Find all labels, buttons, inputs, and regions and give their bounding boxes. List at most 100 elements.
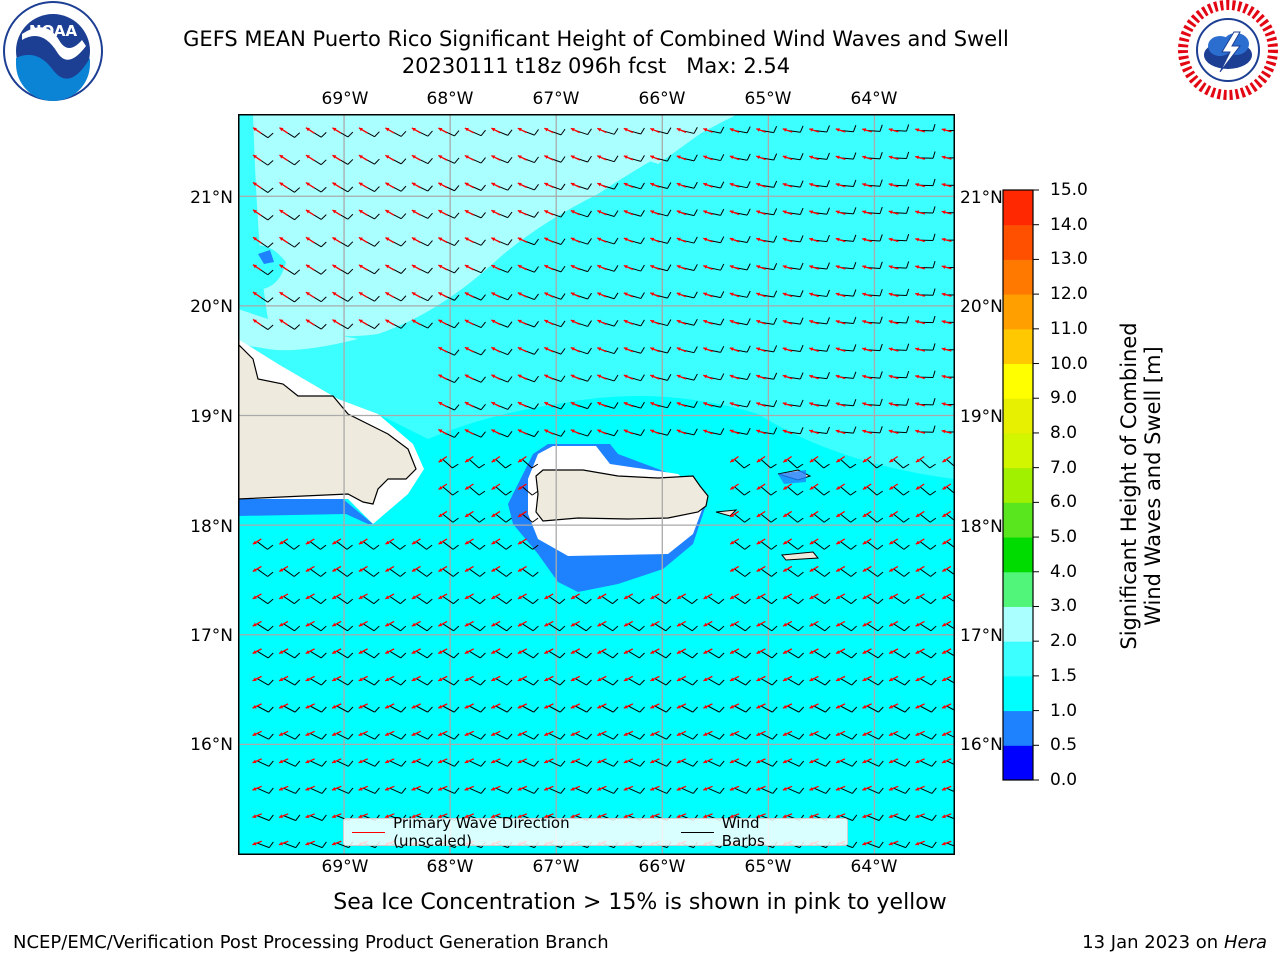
wind-barb-flag [879, 124, 883, 132]
wind-barb [734, 650, 746, 659]
wave-arrow-head [438, 595, 443, 599]
wave-arrow-head [676, 814, 681, 818]
wave-arrow-head [729, 374, 734, 379]
wind-barb-flag [799, 344, 804, 352]
wind-barb-flag [585, 598, 592, 605]
wave-arrow-head [597, 650, 602, 654]
colorbar-segment [1003, 328, 1033, 365]
wind-barb [415, 705, 428, 713]
wind-barb [813, 650, 826, 659]
wind-barb [946, 815, 955, 820]
wind-barb [575, 595, 587, 605]
wind-barb-flag [824, 571, 831, 577]
wind-barb-flag [849, 463, 857, 469]
wind-barb-flag [587, 402, 592, 409]
wind-barb [813, 760, 826, 767]
wave-arrow-head [623, 677, 628, 681]
wave-arrow-head [491, 814, 496, 818]
colorbar-tick-label: 1.0 [1050, 700, 1078, 721]
wind-barb-flag [771, 679, 778, 686]
wind-barb-flag [534, 266, 539, 273]
wind-barb-flag [427, 760, 433, 767]
wave-arrow-head [570, 237, 575, 242]
wave-arrow-head [438, 127, 443, 132]
wind-barb-flag [560, 156, 566, 163]
wave-arrow-head [358, 704, 363, 709]
wind-barb [893, 787, 906, 794]
wind-barb [919, 595, 932, 605]
wind-barb-flag [480, 157, 486, 164]
wave-arrow-head [517, 429, 522, 433]
wind-barb [760, 650, 773, 659]
wind-barb-flag [879, 343, 883, 351]
wave-arrow-head [862, 595, 867, 599]
wave-band-2p0-3p0-west [253, 114, 738, 337]
wind-barb-flag [797, 517, 804, 523]
wave-arrow-head [491, 155, 496, 159]
lat-label-left: 20°N [190, 297, 233, 317]
wind-barb-flag [294, 242, 301, 248]
wave-arrow-head [385, 704, 390, 709]
wind-barb-flag [480, 212, 486, 219]
wave-arrow-head [570, 622, 575, 627]
wave-arrow-head [332, 237, 337, 241]
lon-label-bottom: 68°W [426, 857, 474, 877]
wind-barb [946, 623, 955, 630]
wind-barb [601, 760, 614, 767]
wind-barb-flag [906, 151, 910, 159]
wave-arrow-head [888, 210, 893, 215]
wind-barb-flag [321, 733, 327, 740]
wave-arrow-head [835, 429, 840, 434]
wind-barb-flag [877, 679, 884, 686]
wind-barb-flag [587, 128, 592, 135]
wind-barb-flag [640, 127, 645, 135]
wave-arrow-head [756, 128, 761, 132]
wave-arrow-head [279, 568, 284, 572]
wind-barb [468, 458, 480, 469]
lat-label-left: 16°N [190, 735, 233, 755]
wind-barb [601, 678, 614, 686]
wind-barb-flag [294, 706, 301, 713]
wind-barb-flag [878, 760, 884, 767]
wave-arrow-head [491, 677, 496, 681]
wind-barb-flag [454, 157, 460, 164]
legend-wave-swatch [352, 831, 386, 833]
wave-arrow-head [729, 704, 734, 709]
wind-barb-flag [479, 598, 486, 605]
wind-barb-flag [560, 128, 566, 136]
wind-barb-flag [692, 625, 698, 632]
wind-barb [309, 732, 322, 740]
wind-barb [309, 623, 322, 632]
wind-barb-flag [825, 787, 831, 794]
wave-arrow-head [411, 127, 416, 132]
wave-arrow-head [729, 429, 734, 434]
wind-barb-flag [639, 787, 646, 794]
wind-barb [256, 541, 268, 550]
wind-barb-flag [295, 787, 301, 794]
wind-barb [813, 541, 825, 550]
wave-arrow-head [915, 677, 920, 681]
wind-barb-flag [454, 376, 460, 383]
wind-barb-flag [347, 213, 354, 220]
wind-barb-flag [613, 319, 619, 327]
wind-barb-flag [903, 517, 910, 523]
wind-barb-flag [613, 292, 619, 300]
wind-barb-flag [931, 679, 937, 686]
wave-arrow-head [517, 595, 522, 599]
wave-arrow-head [835, 292, 840, 297]
wind-barb-flag [427, 706, 433, 713]
wind-barb [946, 787, 955, 793]
wind-barb-flag [505, 517, 512, 523]
wave-arrow-head [491, 182, 496, 187]
wind-barb-flag [852, 262, 857, 269]
wave-arrow-head [305, 704, 310, 709]
wind-barb-flag [931, 706, 937, 713]
wave-arrow-head [915, 787, 920, 791]
wind-barb-flag [665, 652, 672, 659]
wind-barb-flag [454, 322, 460, 329]
wind-barb-flag [877, 625, 884, 632]
wind-barb-flag [454, 431, 460, 438]
wind-barb-flag [613, 182, 619, 190]
wave-arrow-head [597, 429, 602, 434]
wave-arrow-head [862, 513, 867, 517]
